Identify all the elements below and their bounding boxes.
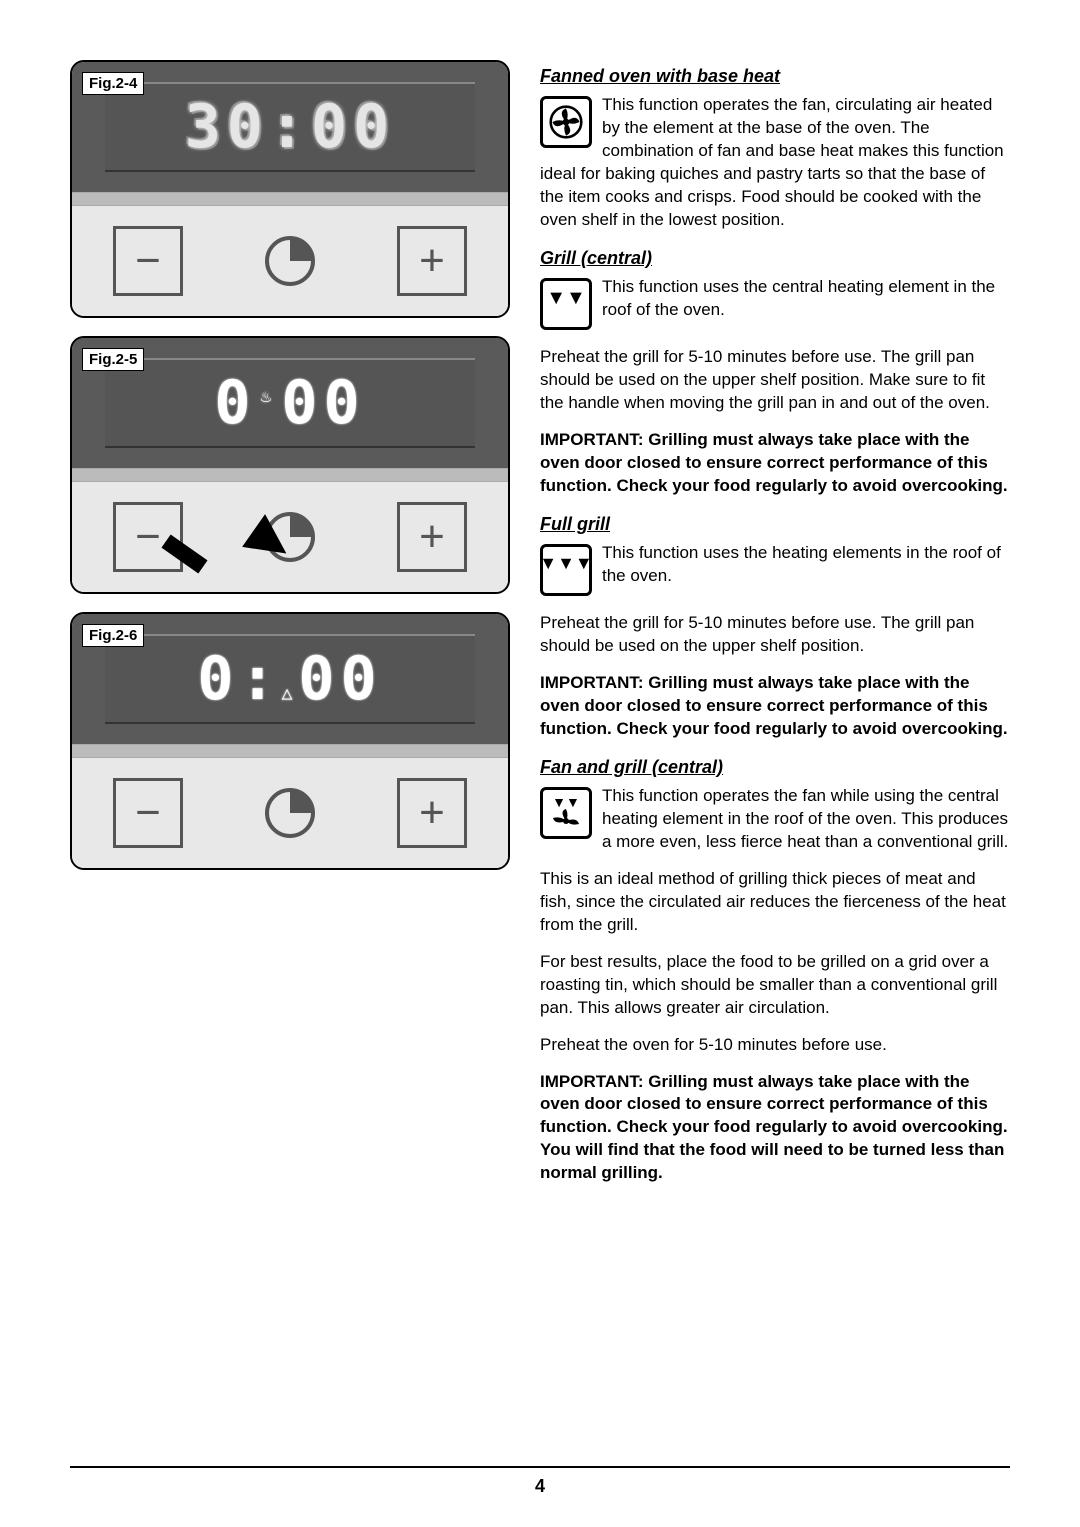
paragraph: This is an ideal method of grilling thic… xyxy=(540,868,1010,937)
paragraph: Preheat the grill for 5-10 minutes befor… xyxy=(540,346,1010,415)
section-body: ▼▼▼ This function uses the heating eleme… xyxy=(540,542,1010,598)
figure-label: Fig.2-6 xyxy=(82,624,144,647)
fan-base-icon xyxy=(540,96,592,148)
figure-2-6: Fig.2-6 0:△00 − + xyxy=(70,612,510,870)
plus-button[interactable]: + xyxy=(397,502,467,572)
digital-display: 0:△00 xyxy=(197,644,382,714)
section-title: Full grill xyxy=(540,512,1010,536)
paragraph-text: This function uses the central heating e… xyxy=(602,277,995,319)
minus-button[interactable]: − xyxy=(113,778,183,848)
bell-icon: △ xyxy=(282,683,299,704)
control-row: − + xyxy=(72,482,508,592)
full-grill-icon: ▼▼▼ xyxy=(540,544,592,596)
section-title: Fan and grill (central) xyxy=(540,755,1010,779)
divider xyxy=(72,192,508,206)
control-row: − + xyxy=(72,206,508,316)
paragraph: Preheat the oven for 5-10 minutes before… xyxy=(540,1034,1010,1057)
plus-button[interactable]: + xyxy=(397,778,467,848)
section-title: Grill (central) xyxy=(540,246,1010,270)
figure-label: Fig.2-5 xyxy=(82,348,144,371)
figure-label: Fig.2-4 xyxy=(82,72,144,95)
divider xyxy=(72,468,508,482)
grill-central-icon: ▼▼ xyxy=(540,278,592,330)
divider xyxy=(72,744,508,758)
paragraph-text: This function operates the fan, circulat… xyxy=(540,95,1004,229)
paragraph-text: This function operates the fan while usi… xyxy=(602,786,1008,851)
timer-button[interactable] xyxy=(265,788,315,838)
figure-2-4: Fig.2-4 30:00 − + xyxy=(70,60,510,318)
text-column: Fanned oven with base heat This function… xyxy=(540,60,1010,1199)
display-section: Fig.2-6 0:△00 xyxy=(72,614,508,744)
paragraph: Preheat the grill for 5-10 minutes befor… xyxy=(540,612,1010,658)
page-footer: 4 xyxy=(70,1466,1010,1497)
section-title: Fanned oven with base heat xyxy=(540,64,1010,88)
minus-button[interactable]: − xyxy=(113,226,183,296)
section-body: ▼▼ This function operates the fan while … xyxy=(540,785,1010,854)
timer-button[interactable] xyxy=(265,236,315,286)
figure-2-5: Fig.2-5 0♨00 − + xyxy=(70,336,510,594)
control-row: − + xyxy=(72,758,508,868)
figures-column: Fig.2-4 30:00 − + Fig.2-5 0♨00 xyxy=(70,60,510,1199)
display-section: Fig.2-4 30:00 xyxy=(72,62,508,192)
fan-grill-icon: ▼▼ xyxy=(540,787,592,839)
important-note: IMPORTANT: Grilling must always take pla… xyxy=(540,1071,1010,1186)
page-content: Fig.2-4 30:00 − + Fig.2-5 0♨00 xyxy=(70,60,1010,1199)
plus-button[interactable]: + xyxy=(397,226,467,296)
digital-display: 30:00 xyxy=(185,92,396,162)
heat-icon: ♨ xyxy=(261,386,278,407)
section-body: This function operates the fan, circulat… xyxy=(540,94,1010,232)
section-body: ▼▼ This function uses the central heatin… xyxy=(540,276,1010,332)
paragraph: For best results, place the food to be g… xyxy=(540,951,1010,1020)
important-note: IMPORTANT: Grilling must always take pla… xyxy=(540,672,1010,741)
digital-display: 0♨00 xyxy=(214,368,365,438)
important-note: IMPORTANT: Grilling must always take pla… xyxy=(540,429,1010,498)
display-section: Fig.2-5 0♨00 xyxy=(72,338,508,468)
page-number: 4 xyxy=(535,1476,545,1496)
paragraph-text: This function uses the heating elements … xyxy=(602,543,1001,585)
